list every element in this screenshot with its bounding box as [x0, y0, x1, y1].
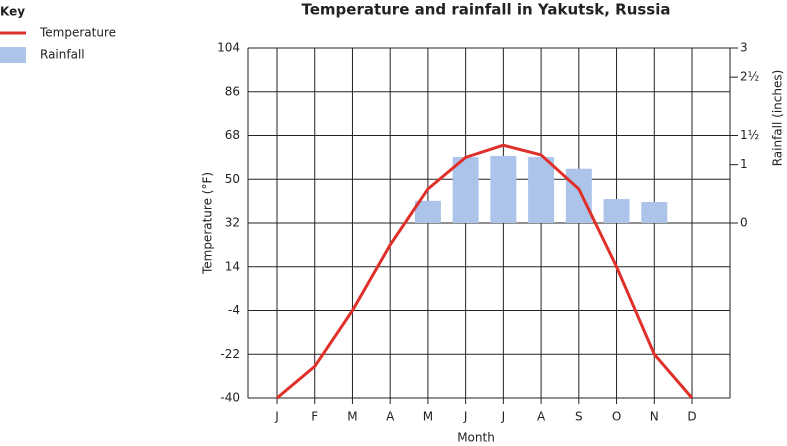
x-tick-label: J	[274, 410, 279, 424]
bar	[641, 202, 668, 223]
y2-axis-label: Rainfall (inches)	[771, 70, 785, 167]
y-tick-label: -22	[220, 347, 240, 361]
y-tick-label: 50	[225, 172, 240, 186]
y-tick-label: -40	[220, 391, 240, 405]
x-tick-label: J	[463, 410, 468, 424]
y2-tick-label: 1½	[740, 128, 759, 142]
temperature-line	[276, 143, 694, 400]
x-tick-label: A	[537, 410, 546, 424]
legend-title: Key	[0, 5, 25, 19]
x-tick-label: O	[612, 410, 621, 424]
bar	[452, 157, 479, 223]
legend-label: Rainfall	[40, 48, 85, 62]
y-tick-label: 86	[225, 84, 240, 98]
bar	[490, 155, 517, 223]
x-tick-label: F	[311, 410, 318, 424]
bar	[603, 199, 630, 223]
y2-tick-label: 0	[740, 216, 748, 230]
x-tick-label: M	[423, 410, 433, 424]
y2-tick-label: 1	[740, 157, 748, 171]
x-axis-label: Month	[457, 431, 495, 445]
chart-title: Temperature and rainfall in Yakutsk, Rus…	[301, 1, 670, 19]
x-tick-label: S	[575, 410, 583, 424]
legend-label: Temperature	[39, 26, 116, 40]
bar	[414, 200, 441, 223]
x-tick-label: A	[386, 410, 395, 424]
legend-swatch	[0, 47, 26, 63]
x-tick-label: D	[687, 410, 696, 424]
y-tick-label: 104	[217, 41, 240, 55]
bar	[565, 168, 592, 223]
x-tick-label: J	[501, 410, 506, 424]
y-axis-label: Temperature (°F)	[201, 172, 215, 275]
x-tick-label: M	[347, 410, 357, 424]
y-tick-label: 32	[225, 216, 240, 230]
bar	[528, 157, 555, 223]
y-tick-label: 68	[225, 128, 240, 142]
y-tick-label: 14	[225, 259, 240, 273]
y2-tick-label: 3	[740, 41, 748, 55]
y-tick-label: -4	[228, 303, 240, 317]
x-tick-label: N	[650, 410, 659, 424]
y2-tick-label: 2½	[740, 70, 759, 84]
